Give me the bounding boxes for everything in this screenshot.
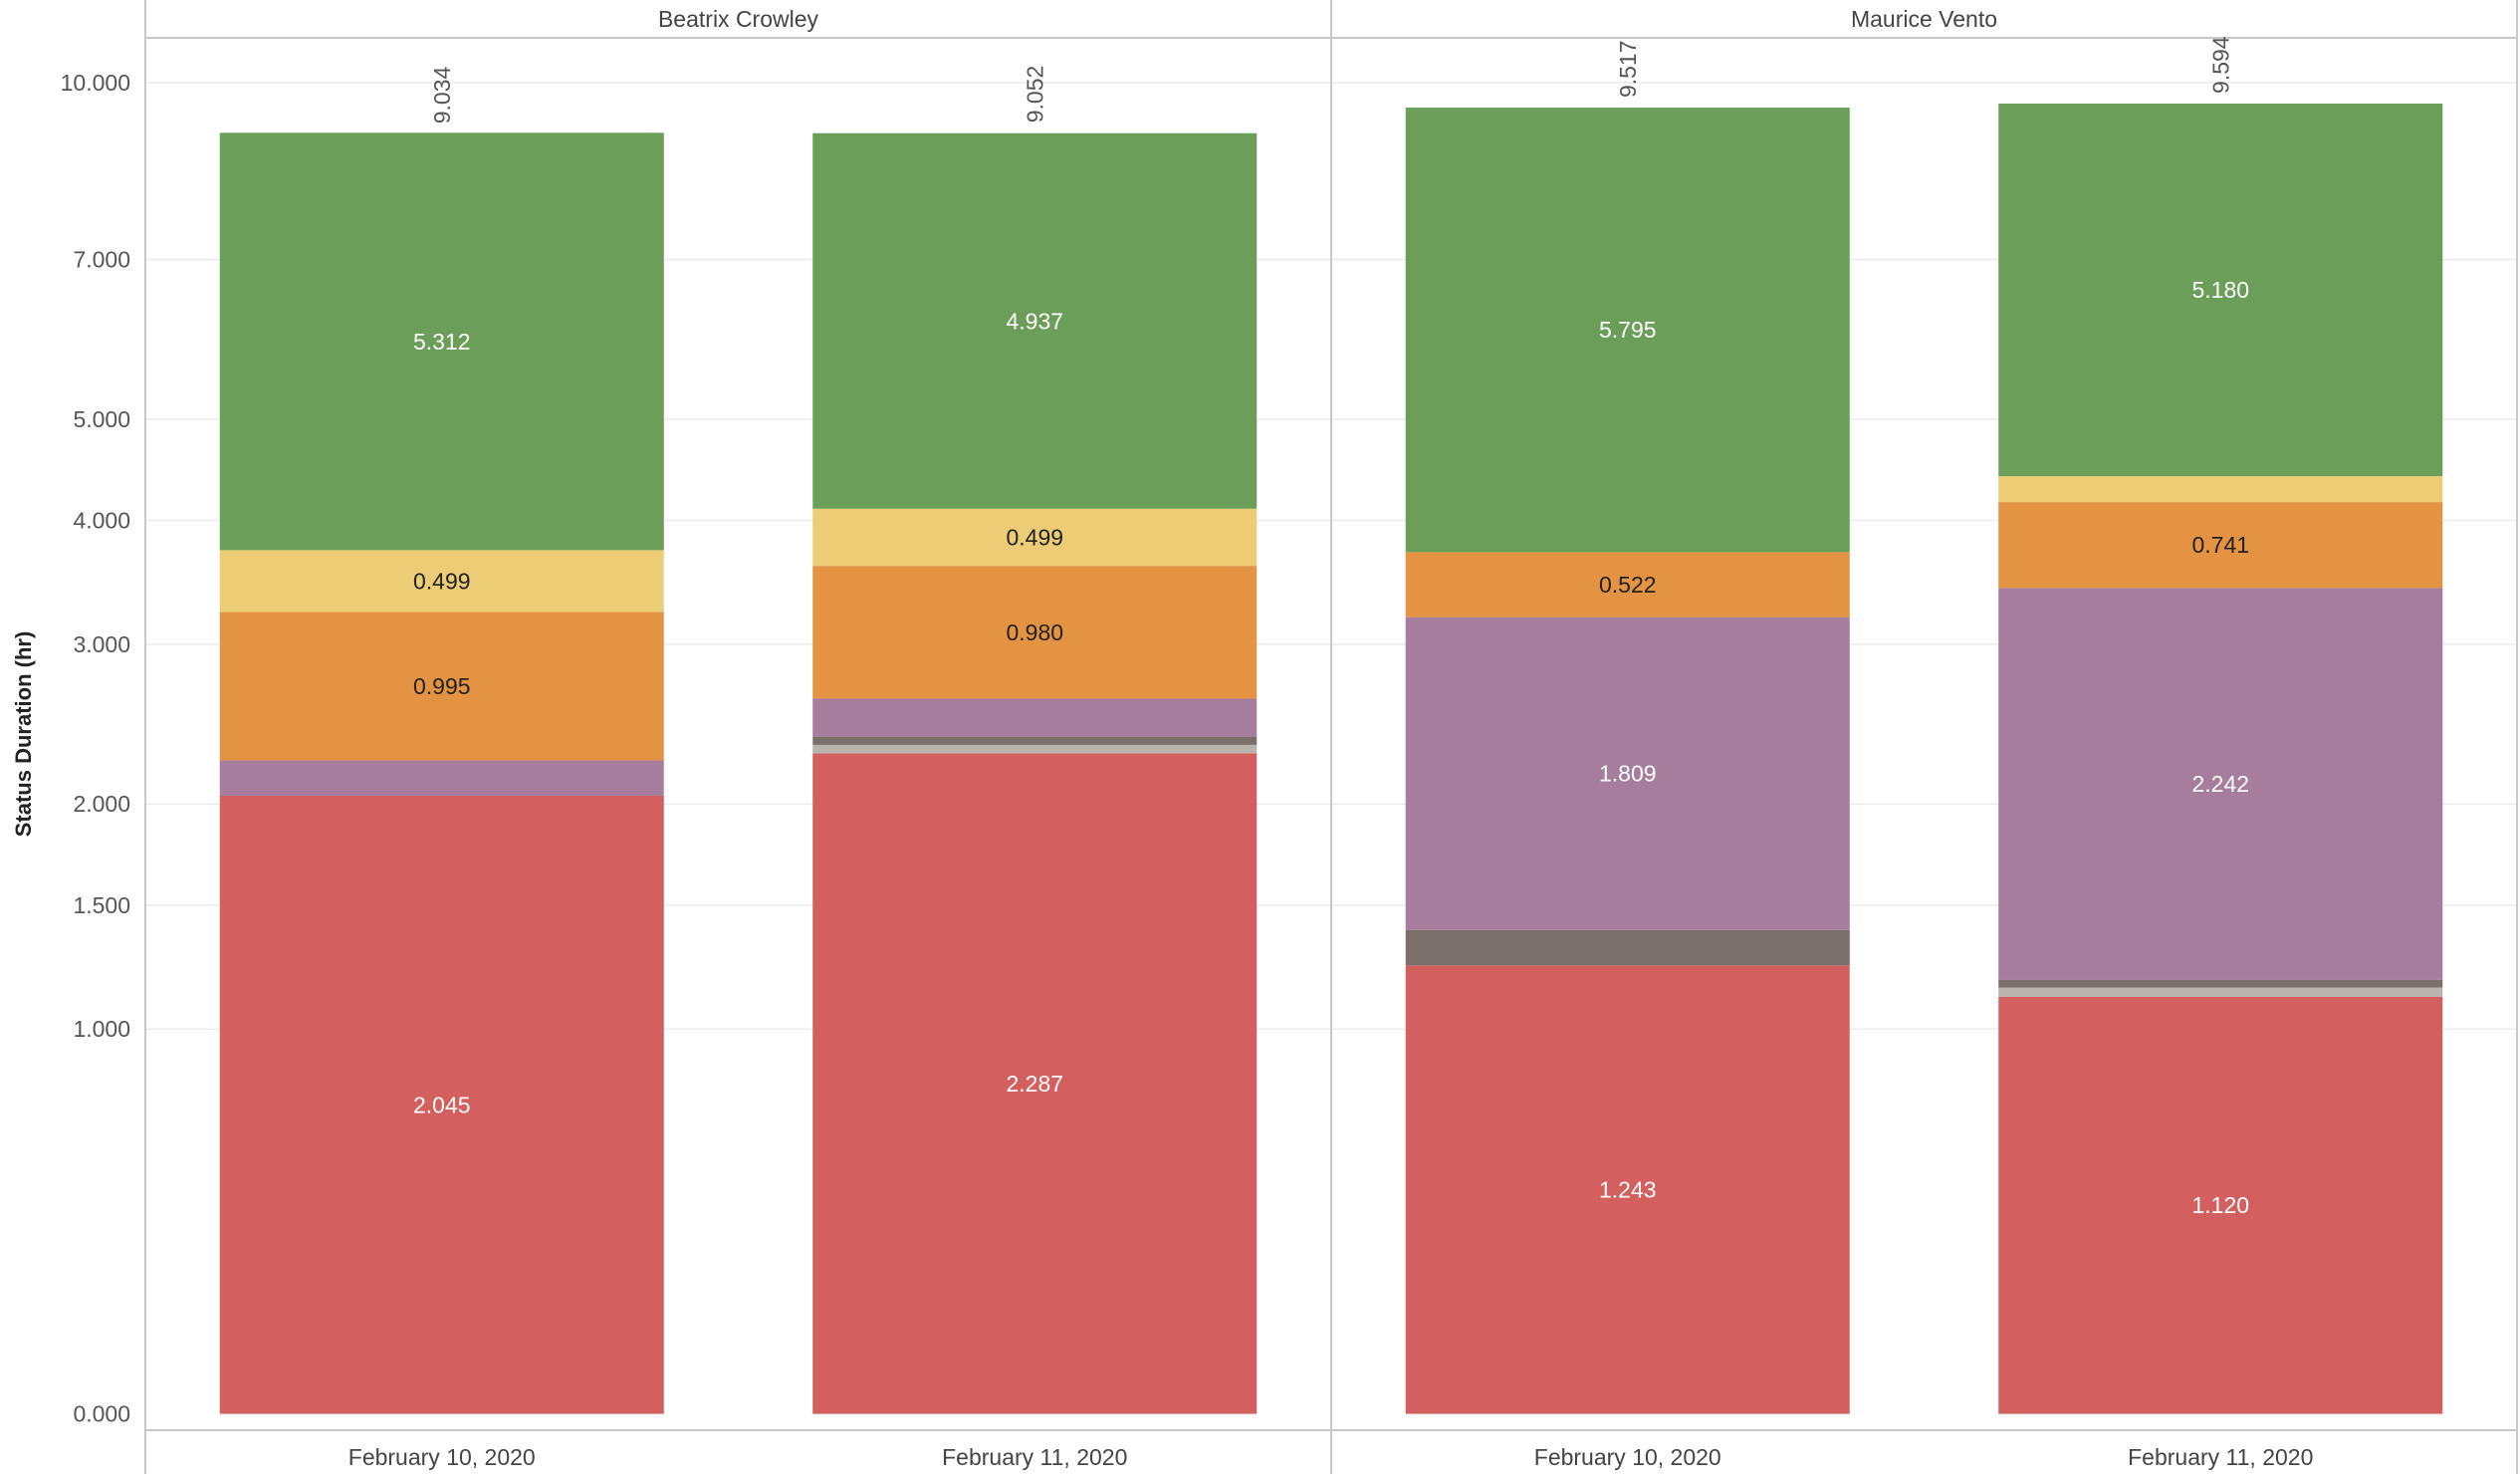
segment-value-label: 2.242 bbox=[2191, 771, 2249, 797]
segment-value-label: 4.937 bbox=[1006, 308, 1063, 334]
segment-value-label: 1.809 bbox=[1599, 761, 1657, 787]
bars bbox=[219, 103, 2443, 1414]
segment-value-label: 1.120 bbox=[2191, 1192, 2249, 1218]
bar-segment-yellow[interactable] bbox=[1998, 476, 2443, 503]
bar-segment-grey-light[interactable] bbox=[1998, 987, 2443, 997]
bar-total-label: 9.517 bbox=[1615, 40, 1641, 98]
panel-header: Maurice Vento bbox=[1851, 6, 1997, 32]
panel-frame bbox=[144, 0, 2518, 1474]
bar-segment-orange[interactable] bbox=[219, 612, 664, 761]
bar-segment-purple[interactable] bbox=[1998, 588, 2443, 980]
bar-total-label: 9.594 bbox=[2207, 36, 2233, 94]
segment-value-label: 0.741 bbox=[2191, 532, 2249, 558]
segment-value-label: 2.287 bbox=[1006, 1071, 1063, 1097]
segment-value-label: 2.045 bbox=[413, 1092, 471, 1117]
y-tick-label: 3.000 bbox=[73, 631, 130, 657]
bar-segment-red[interactable] bbox=[1405, 965, 1850, 1414]
bar-segment-red[interactable] bbox=[219, 795, 664, 1414]
bar-segment-purple[interactable] bbox=[1405, 616, 1850, 930]
segment-value-label: 0.499 bbox=[413, 568, 471, 594]
segment-value-label: 0.980 bbox=[1006, 619, 1063, 645]
segment-value-label: 1.243 bbox=[1599, 1176, 1657, 1202]
x-category-label: February 11, 2020 bbox=[942, 1444, 1127, 1470]
bar-segment-orange[interactable] bbox=[1405, 552, 1850, 617]
bar-total-label: 9.052 bbox=[1022, 66, 1047, 123]
bar-segment-orange[interactable] bbox=[812, 566, 1258, 699]
y-tick-label: 2.000 bbox=[73, 791, 130, 817]
y-tick-label: 1.500 bbox=[73, 892, 130, 918]
y-tick-label: 10.000 bbox=[61, 70, 130, 96]
bar-segment-red[interactable] bbox=[1998, 996, 2443, 1414]
segment-value-label: 5.795 bbox=[1599, 317, 1657, 343]
segment-value-label: 0.995 bbox=[413, 673, 471, 699]
segment-value-label: 5.312 bbox=[413, 329, 471, 355]
y-tick-label: 1.000 bbox=[73, 1016, 130, 1042]
bar-segment-green[interactable] bbox=[219, 132, 664, 551]
bar-segment-purple[interactable] bbox=[812, 698, 1258, 737]
labels: 0.000 1.000 1.500 2.000 3.000 4.000 5.000 7.000… bbox=[11, 6, 2313, 1470]
y-tick-label: 4.000 bbox=[73, 507, 130, 533]
x-category-label: February 10, 2020 bbox=[348, 1444, 536, 1470]
y-tick-label: 7.000 bbox=[73, 247, 130, 273]
y-tick-label: 0.000 bbox=[73, 1401, 130, 1427]
segment-value-label: 0.522 bbox=[1599, 572, 1657, 598]
bar-segment-green[interactable] bbox=[1998, 103, 2443, 477]
bar-segment-yellow[interactable] bbox=[812, 508, 1258, 567]
y-axis-title: Status Duration (hr) bbox=[11, 631, 36, 838]
x-category-label: February 11, 2020 bbox=[2128, 1444, 2313, 1470]
panel-header: Beatrix Crowley bbox=[658, 6, 819, 32]
bar-segment-grey-dark[interactable] bbox=[1998, 979, 2443, 988]
bar-segment-red[interactable] bbox=[812, 753, 1258, 1414]
segment-value-label: 5.180 bbox=[2191, 277, 2249, 303]
x-category-label: February 10, 2020 bbox=[1534, 1444, 1721, 1470]
bar-segment-yellow[interactable] bbox=[219, 550, 664, 613]
segment-value-label: 0.499 bbox=[1006, 524, 1063, 550]
bar-segment-purple[interactable] bbox=[219, 760, 664, 796]
bar-segment-grey-dark[interactable] bbox=[812, 736, 1258, 745]
bar-segment-green[interactable] bbox=[1405, 108, 1850, 553]
bar-segment-orange[interactable] bbox=[1998, 502, 2443, 589]
y-tick-label: 5.000 bbox=[73, 406, 130, 432]
bar-segment-grey-light[interactable] bbox=[812, 744, 1258, 754]
bar-total-label: 9.034 bbox=[429, 66, 455, 123]
bar-segment-green[interactable] bbox=[812, 132, 1258, 509]
bar-segment-grey-dark[interactable] bbox=[1405, 929, 1850, 966]
